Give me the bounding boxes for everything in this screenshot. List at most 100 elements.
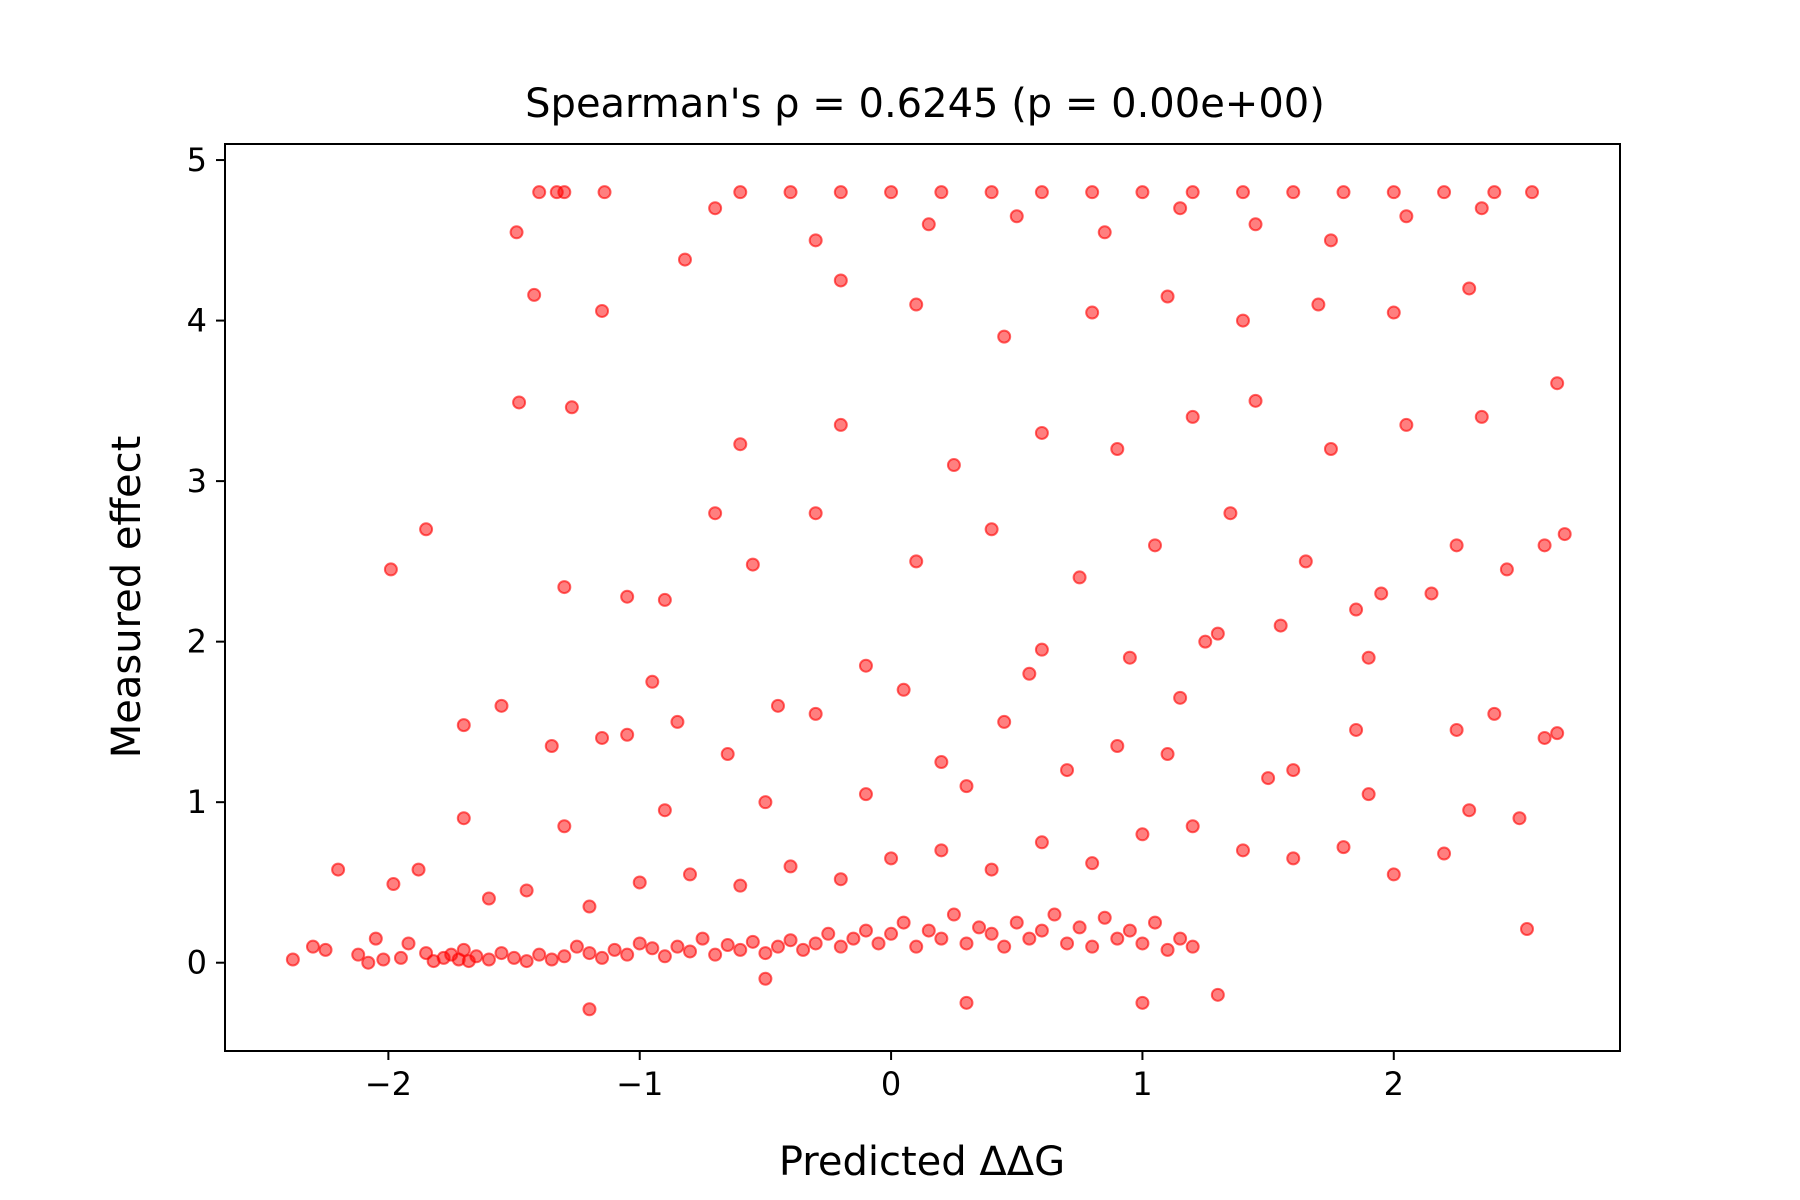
data-point [959,995,974,1010]
data-point [683,944,697,959]
data-point [494,698,509,713]
data-point [419,522,434,537]
data-point [1173,201,1188,216]
data-point [1248,393,1263,408]
data-point [512,395,527,410]
y-tick-label: 3 [187,462,207,500]
data-point [1386,305,1401,320]
data-point [1185,185,1200,200]
data-point [1085,856,1100,871]
data-point [1235,313,1250,328]
data-point [745,934,760,949]
data-point [368,931,383,946]
data-point [582,1002,597,1017]
data-point [657,592,672,607]
data-point [1550,376,1565,391]
data-point [683,867,697,882]
data-point [1537,730,1552,745]
data-point [896,915,911,930]
data-point [1474,201,1489,216]
data-point [527,287,542,302]
data-point [1148,538,1162,553]
data-point [846,931,861,946]
data-point [745,557,760,572]
data-point [733,942,748,957]
data-point [770,698,785,713]
data-point [1323,233,1338,248]
data-point [361,955,376,970]
data-point [1072,920,1087,935]
data-point [481,952,496,967]
data-point [544,952,559,967]
x-axis-label: Predicted ΔΔG [779,1139,1065,1185]
data-point [557,819,572,834]
data-point [544,738,559,753]
x-tick-label: −2 [365,1065,412,1103]
data-point [1135,936,1150,951]
data-point [833,185,848,200]
data-point [1034,185,1049,200]
data-point [595,950,610,965]
x-tick-label: 2 [1384,1065,1404,1103]
data-point [796,942,811,957]
data-point [997,329,1012,344]
data-point [858,658,873,673]
data-point [564,400,579,415]
data-point [1223,506,1238,521]
data-point [858,787,873,802]
x-tick-label: 0 [881,1065,901,1103]
data-point [1034,835,1049,850]
data-point [783,859,798,874]
data-point [946,458,961,473]
data-point [670,714,685,729]
data-point [1487,185,1502,200]
data-point [909,554,924,569]
data-point [871,936,886,951]
data-point [645,941,660,956]
data-point [481,891,496,906]
data-point [1185,939,1200,954]
data-point [318,942,333,957]
x-tick-label: −1 [616,1065,663,1103]
data-point [597,185,612,200]
data-point [386,877,401,892]
data-point [884,851,899,866]
data-point [1047,907,1062,922]
data-point [1135,827,1150,842]
data-point [1022,931,1037,946]
data-point [1520,921,1534,936]
data-point [1525,185,1540,200]
data-point [808,233,823,248]
data-point [1424,586,1439,601]
data-point [1512,811,1527,826]
data-point [509,225,524,240]
data-point [695,931,710,946]
data-point [1349,722,1364,737]
data-point [934,843,949,858]
data-point [1110,738,1125,753]
data-point [1323,442,1338,457]
data-point [557,185,572,200]
data-point [1122,650,1137,665]
data-point [720,747,735,762]
data-point [1550,726,1565,741]
data-point [456,942,471,957]
data-point [770,939,785,954]
data-point [1160,747,1175,762]
y-tick-label: 2 [187,623,207,661]
data-point [884,926,899,941]
data-point [997,714,1012,729]
data-point [670,939,685,954]
data-point [1185,409,1200,424]
data-point [783,933,798,948]
data-point [1009,209,1024,224]
data-point [1386,185,1401,200]
data-point [1110,931,1125,946]
data-point [376,952,391,967]
y-tick-label: 4 [187,302,207,340]
data-point [934,755,949,770]
data-point [1374,586,1389,601]
data-point [934,185,949,200]
data-point [1487,706,1502,721]
data-point [1437,185,1452,200]
